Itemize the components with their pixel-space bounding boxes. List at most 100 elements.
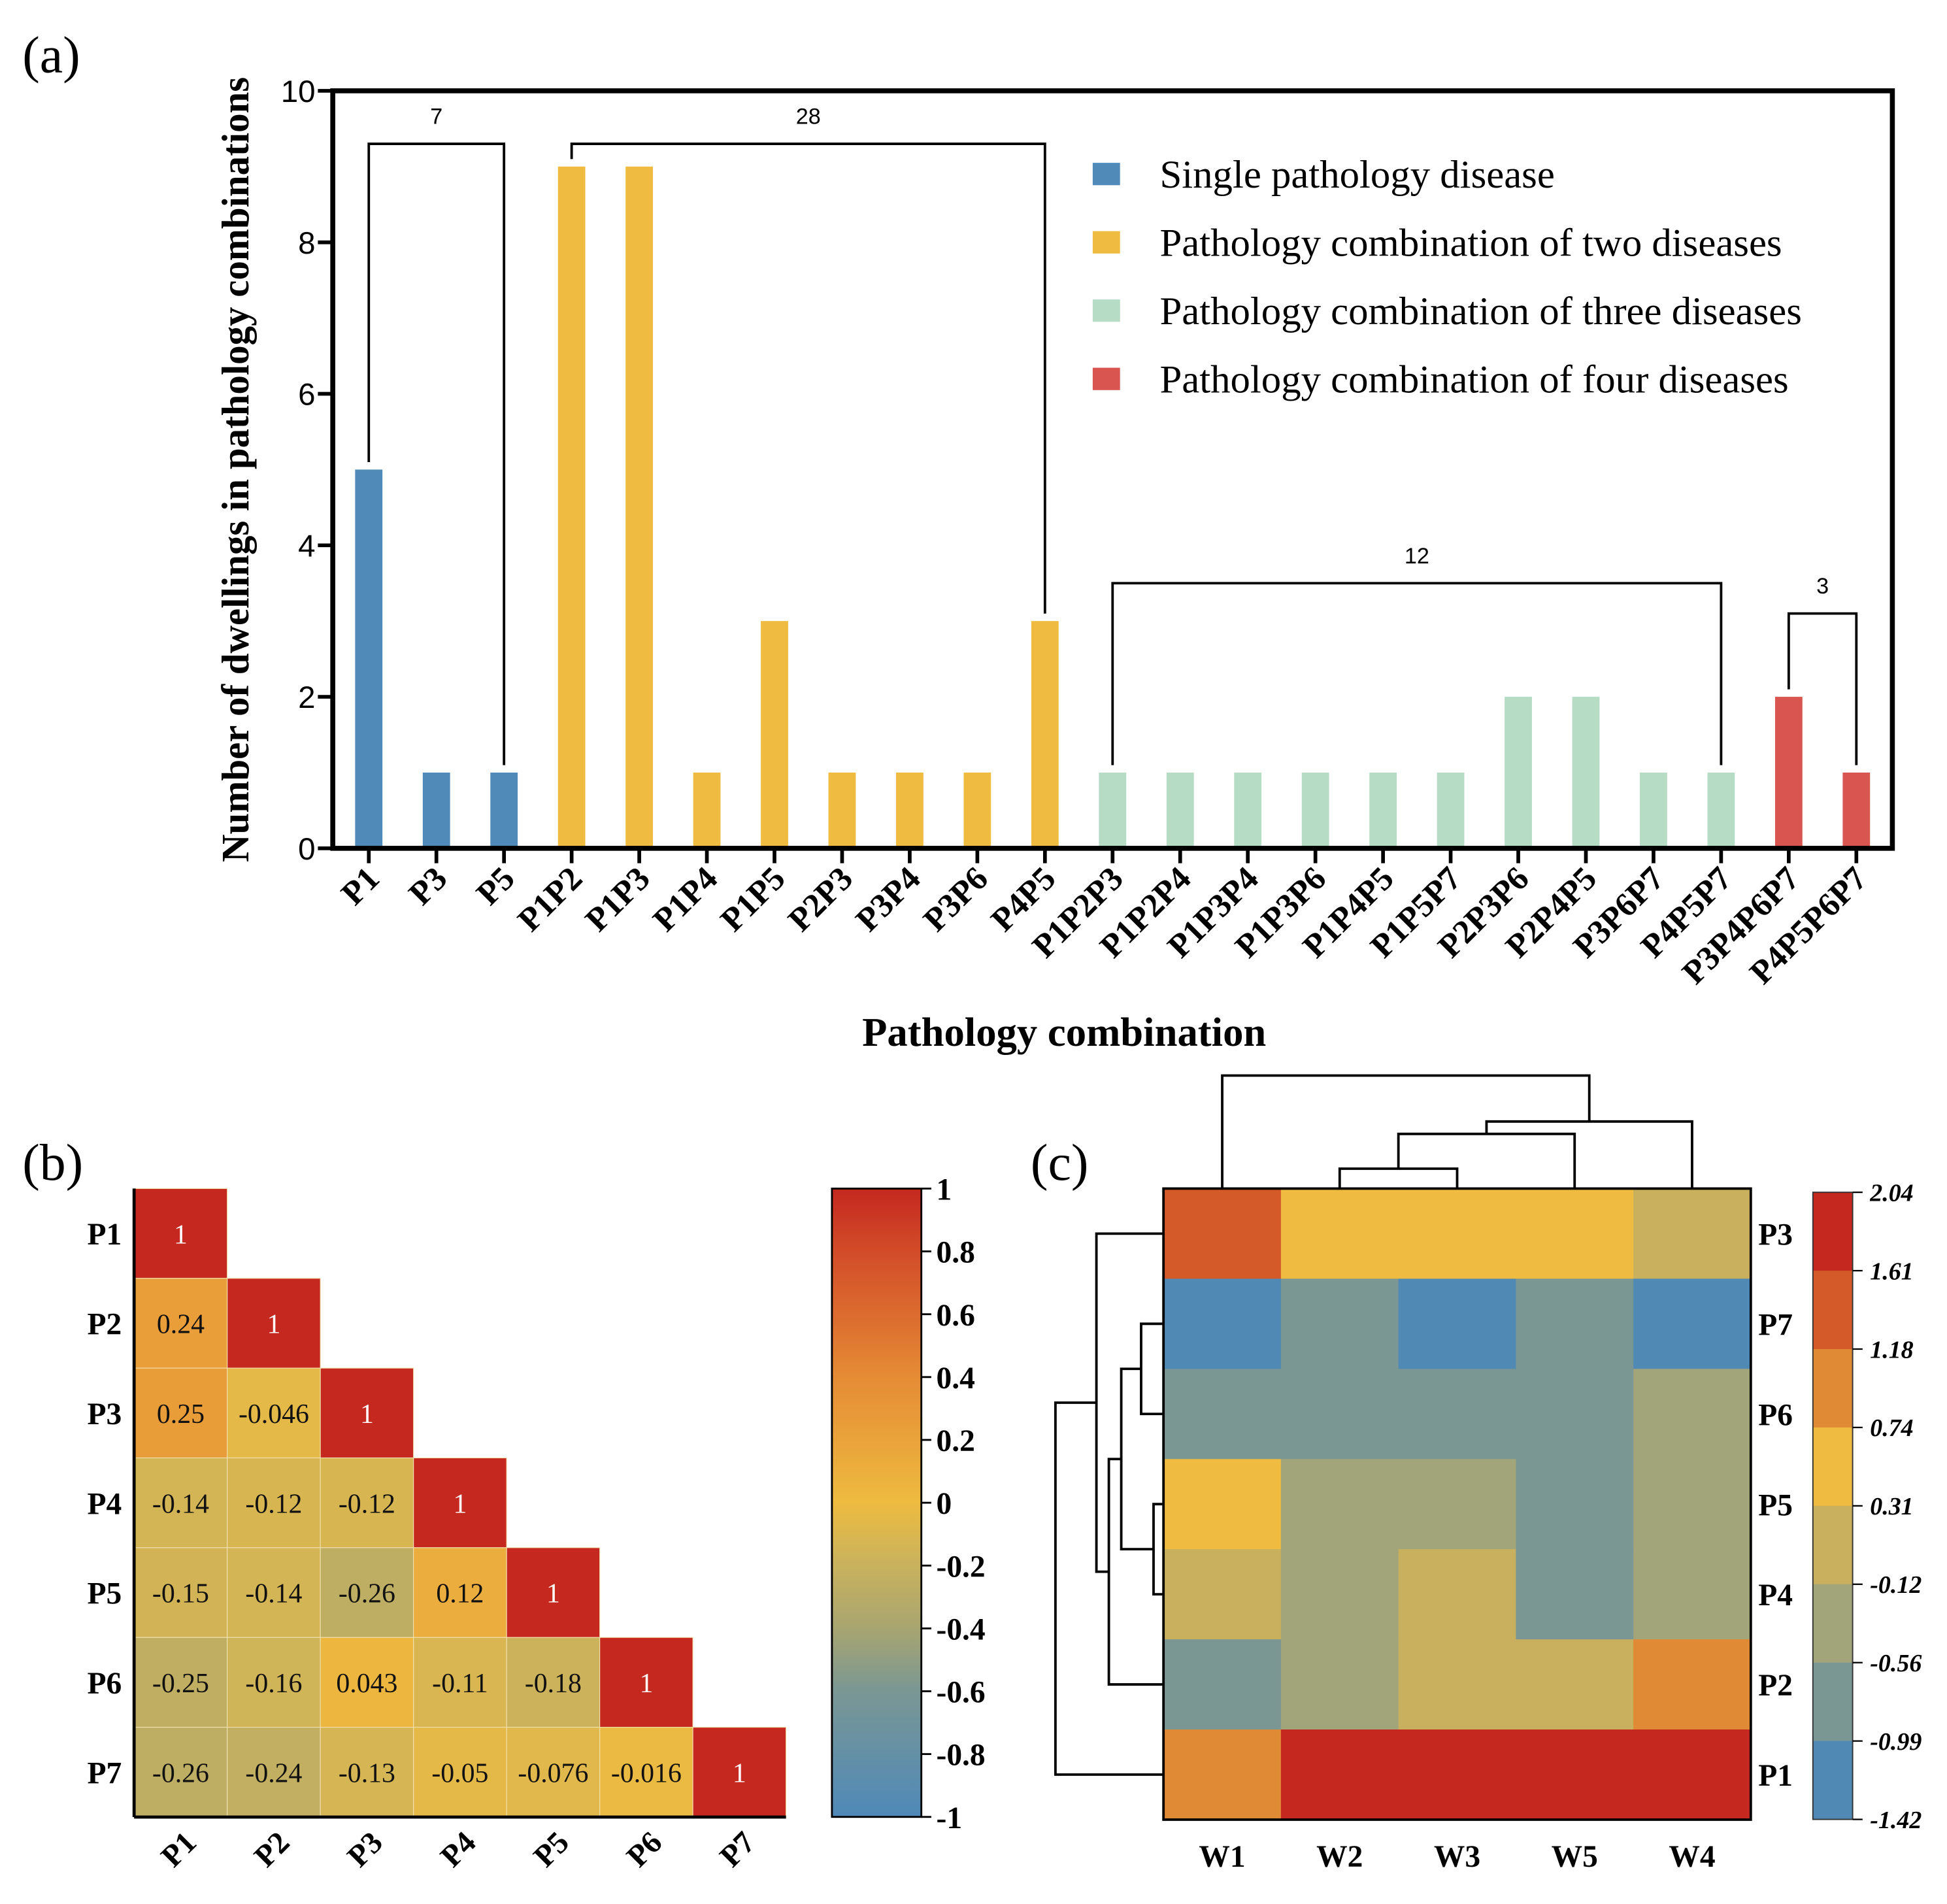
y-tick-label: 10 (281, 75, 316, 109)
bar-P2P4P5 (1572, 697, 1600, 848)
corr-value: -0.11 (432, 1669, 488, 1699)
bar-P4P5P6P7 (1842, 772, 1871, 848)
bracket-label: 28 (796, 105, 821, 129)
heat-cell (1280, 1549, 1399, 1641)
colorbar-label: 1.18 (1870, 1336, 1913, 1363)
heat-cell (1163, 1549, 1282, 1641)
heat-cell (1516, 1459, 1635, 1550)
corr-cell (133, 1457, 228, 1548)
bracket: 3 (1787, 574, 1858, 765)
bracket-line (1111, 582, 1723, 765)
bar-P1P5P7 (1437, 772, 1465, 848)
corr-value: -0.14 (245, 1579, 302, 1609)
row-label: P1 (1758, 1759, 1793, 1793)
bar-P3 (422, 772, 450, 848)
corr-value: -0.18 (525, 1669, 582, 1699)
y-tick-label: 0 (298, 832, 315, 867)
panel-b: (b) 1 P1 0.24 1 P2 0.25 -0.046 1 P3 -0.14 -0.12 -0.1… (22, 1134, 985, 1874)
corr-cell (227, 1637, 321, 1728)
corr-value: -0.26 (339, 1579, 395, 1609)
bar-P1P5 (761, 621, 788, 848)
legend-label: Pathology combination of four diseases (1159, 358, 1788, 402)
colorbar-bin (1812, 1584, 1853, 1663)
row-label: P2 (1758, 1669, 1793, 1703)
row-label: P4 (1758, 1578, 1793, 1612)
col-label: W3 (1434, 1840, 1480, 1874)
heat-cell (1633, 1549, 1752, 1641)
corr-cell (227, 1278, 321, 1369)
colorbar-bin (1812, 1662, 1853, 1742)
row-label: P6 (1758, 1398, 1793, 1432)
colorbar-bin (1812, 1348, 1853, 1428)
bracket-line (570, 142, 1046, 614)
heat-cell (1516, 1278, 1635, 1370)
colorbar-label: 2.04 (1869, 1179, 1913, 1207)
corr-cell (599, 1727, 693, 1818)
corr-value: 1 (267, 1310, 280, 1340)
colorbar-label: 0.4 (937, 1361, 975, 1395)
colorbar-bin (1812, 1505, 1853, 1585)
colorbar-bin (1812, 1192, 1853, 1272)
heat-cell (1633, 1278, 1752, 1370)
bracket: 12 (1111, 544, 1723, 765)
corr-cell (227, 1457, 321, 1548)
colorbar-label: -0.6 (937, 1676, 986, 1710)
colorbar-label: 1 (937, 1173, 952, 1207)
bar-P5 (490, 772, 518, 848)
dendrogram-branch (1152, 1503, 1164, 1596)
panel-c: (c) P3 P7 P6 P5 P4 P2 P1 W1 W2 W3 W5 W4 2.04 1.61 1.18 0… (1031, 1074, 1922, 1874)
corr-value: -0.12 (245, 1489, 302, 1519)
corr-value: 0.25 (157, 1399, 205, 1429)
bracket-label: 12 (1405, 544, 1429, 569)
row-label: P6 (87, 1667, 122, 1701)
heat-cell (1280, 1188, 1399, 1280)
bar-P2P3 (828, 772, 856, 848)
corr-cell (133, 1637, 228, 1728)
bar-P3P4P6P7 (1774, 697, 1803, 848)
bar-P1P3P4 (1234, 772, 1262, 848)
y-tick-label: 2 (298, 680, 315, 715)
bracket-label: 3 (1816, 574, 1829, 599)
col-label: P5 (527, 1826, 576, 1874)
bar-P1P3 (625, 166, 653, 848)
row-label: P7 (87, 1756, 122, 1790)
dendrogram-branch (1485, 1120, 1693, 1189)
corr-cell (227, 1547, 321, 1638)
bar-P3P4 (896, 772, 924, 848)
corr-value: 1 (174, 1220, 188, 1250)
corr-cell (413, 1727, 507, 1818)
x-tick-label: P1P4 (646, 860, 725, 939)
row-label: P5 (87, 1577, 122, 1611)
corr-value: -0.046 (239, 1399, 309, 1429)
corr-value: -0.16 (245, 1669, 302, 1699)
dendrogram-branch (1338, 1167, 1459, 1189)
colorbar-label: -0.8 (937, 1739, 986, 1773)
row-label: P3 (1758, 1218, 1793, 1252)
heat-cell (1516, 1549, 1635, 1641)
corr-cell (320, 1727, 414, 1818)
heat-cell (1516, 1369, 1635, 1460)
corr-value: 0.24 (157, 1310, 205, 1340)
dendrogram-branch (1140, 1322, 1164, 1416)
col-label: W5 (1552, 1840, 1598, 1874)
heat-cell (1633, 1369, 1752, 1460)
heat-cell (1163, 1639, 1282, 1730)
colorbar-label: 0.6 (937, 1299, 975, 1333)
col-label: W1 (1199, 1840, 1245, 1874)
colorbar-label: -0.4 (937, 1612, 986, 1646)
corr-value: 0.12 (436, 1579, 484, 1609)
row-label: P7 (1758, 1308, 1793, 1342)
corr-cell (227, 1367, 321, 1459)
corr-value: 1 (639, 1669, 653, 1699)
legend-label: Pathology combination of three diseases (1159, 290, 1801, 333)
bar-P1P2 (557, 166, 586, 848)
bar-P3P6P7 (1640, 772, 1667, 848)
col-label: P3 (341, 1826, 390, 1874)
bar-P4P5 (1031, 621, 1059, 848)
row-label: P4 (87, 1487, 122, 1521)
heat-cell (1163, 1459, 1282, 1550)
bracket-line (1787, 612, 1858, 765)
heat-cell (1280, 1459, 1399, 1550)
heat-cell (1398, 1459, 1517, 1550)
heat-cell (1633, 1639, 1752, 1730)
